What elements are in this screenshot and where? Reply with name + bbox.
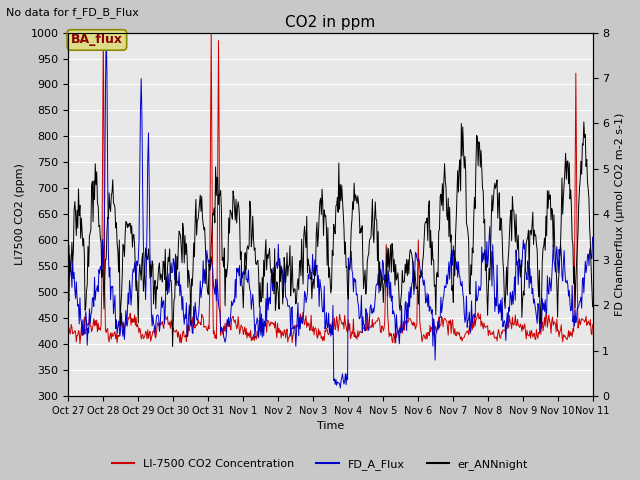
Y-axis label: FD Chamberflux (μmol CO2 m-2 s-1): FD Chamberflux (μmol CO2 m-2 s-1) (615, 113, 625, 316)
Text: No data for f_FD_B_Flux: No data for f_FD_B_Flux (6, 7, 140, 18)
Title: CO2 in ppm: CO2 in ppm (285, 15, 376, 30)
X-axis label: Time: Time (317, 421, 344, 432)
Text: BA_flux: BA_flux (71, 34, 123, 47)
Y-axis label: LI7500 CO2 (ppm): LI7500 CO2 (ppm) (15, 163, 25, 265)
Legend: LI-7500 CO2 Concentration, FD_A_Flux, er_ANNnight: LI-7500 CO2 Concentration, FD_A_Flux, er… (108, 455, 532, 474)
